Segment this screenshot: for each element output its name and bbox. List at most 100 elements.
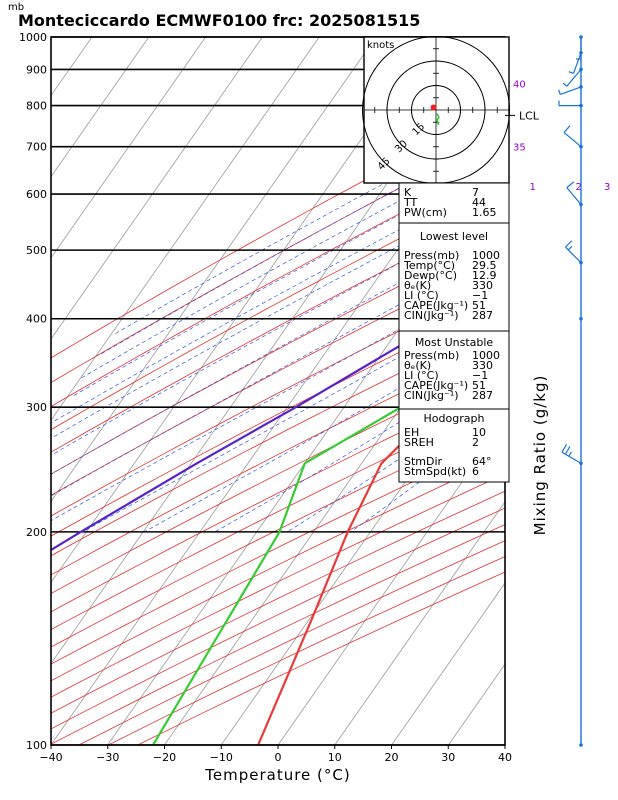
unstable-value: 1000 <box>472 349 500 362</box>
x-tick-label: −40 <box>39 751 62 764</box>
mixing-ratio-label: 40 <box>513 79 526 90</box>
pressure-tick-label: 800 <box>26 100 47 113</box>
wind-barb-half-flag <box>568 451 572 457</box>
pressure-unit-label: mb <box>8 2 24 13</box>
x-tick-label: 40 <box>498 751 512 764</box>
isotherm-line <box>51 37 150 178</box>
wind-barb-half-flag <box>568 71 574 75</box>
storm-motion-marker <box>430 104 437 111</box>
unstable-value: −1 <box>472 369 488 382</box>
moist-adiabat-line <box>51 205 505 456</box>
wind-barb-full-flag <box>566 181 575 189</box>
unstable-label: CIN(Jkg⁻¹) <box>404 389 459 402</box>
pressure-tick-label: 300 <box>26 401 47 414</box>
wind-barb <box>566 69 582 87</box>
wind-barb-full-flag <box>564 446 571 455</box>
moist-adiabat-line <box>113 118 505 335</box>
lowest-value: 29.5 <box>472 259 497 272</box>
wind-barb <box>560 86 582 96</box>
pressure-tick-label: 700 <box>26 141 47 154</box>
hodograph-index-value: 2 <box>472 436 479 449</box>
index-value: 1.65 <box>472 206 497 219</box>
dry-adiabat-line <box>51 362 505 595</box>
most-unstable-header: Most Unstable <box>415 336 494 349</box>
index-box-hodograph <box>398 408 510 483</box>
moist-adiabat-line <box>51 172 505 424</box>
dry-adiabat-line <box>51 299 505 537</box>
isotherm-line <box>51 37 377 502</box>
hodograph-index-value: 10 <box>472 426 486 439</box>
index-label: PW(cm) <box>404 206 447 219</box>
lcl-label: LCL <box>519 109 540 122</box>
hodograph-trace <box>436 113 440 125</box>
wind-barb <box>563 132 582 148</box>
moist-adiabat-line <box>51 188 505 439</box>
pressure-tick-label: 500 <box>26 244 47 257</box>
series-temperature <box>257 347 505 745</box>
wind-barb-half-flag <box>562 82 568 87</box>
pressure-tick-label: 900 <box>26 63 47 76</box>
isotherm-line <box>51 37 207 259</box>
x-tick-label: 20 <box>385 751 399 764</box>
x-tick-label: 10 <box>328 751 342 764</box>
dry-adiabat-line <box>51 321 505 557</box>
x-tick-label: 0 <box>275 751 282 764</box>
dry-adiabat-line <box>51 132 505 384</box>
pressure-tick-label: 400 <box>26 313 47 326</box>
index-label: TT <box>403 196 418 209</box>
storm-index-label: StmSpd(kt) <box>404 465 466 478</box>
unstable-value: 287 <box>472 389 493 402</box>
isotherm-line <box>107 176 505 745</box>
x-axis-label: Temperature (°C) <box>204 766 350 784</box>
series-dew-point <box>152 357 505 745</box>
isotherm-line <box>334 501 505 745</box>
dry-adiabat-line <box>51 341 505 576</box>
unstable-label: CAPE(Jkg⁻¹) <box>404 379 468 392</box>
index-box-lowest <box>398 222 510 332</box>
dry-adiabat-line <box>51 105 505 359</box>
isotherm-line <box>277 420 505 745</box>
unstable-value: 51 <box>472 379 486 392</box>
lowest-label: Press(mb) <box>404 249 459 262</box>
x-tick-label: −10 <box>210 751 233 764</box>
storm-index-value: 6 <box>472 465 479 478</box>
hodograph-units: knots <box>367 40 394 51</box>
unstable-label: θₑ(K) <box>404 359 431 372</box>
lowest-label: Dewp(°C) <box>404 269 457 282</box>
lowest-value: 287 <box>472 309 493 322</box>
isotherm-line <box>51 37 320 421</box>
wind-barb-full-flag <box>561 444 567 453</box>
isotherm-line <box>391 582 505 745</box>
index-label: K <box>404 186 412 199</box>
lowest-level-header: Lowest level <box>420 230 488 243</box>
lowest-label: Temp(°C) <box>403 259 455 272</box>
dry-adiabat-line <box>51 381 505 613</box>
wind-barb <box>561 451 582 464</box>
wind-barb-half-flag <box>558 89 561 95</box>
pressure-tick-label: 200 <box>26 526 47 539</box>
wind-barb <box>566 187 582 205</box>
x-tick-label: −20 <box>153 751 176 764</box>
lowest-value: 1000 <box>472 249 500 262</box>
mixing-ratio-label: 2 <box>576 182 582 193</box>
lowest-value: 330 <box>472 279 493 292</box>
mixing-ratio-label: 3 <box>604 182 610 193</box>
storm-index-label: StmDir <box>404 455 443 468</box>
lowest-value: 51 <box>472 299 486 312</box>
mixing-ratio-label: 35 <box>513 143 526 154</box>
lowest-value: 12.9 <box>472 269 497 282</box>
wind-barb-full-flag <box>565 240 573 248</box>
wind-barb-point <box>579 316 583 321</box>
wind-barb-point <box>579 743 583 747</box>
chart-title: Monteciccardo ECMWF0100 frc: 2025081515 <box>18 11 420 30</box>
pressure-tick-label: 600 <box>26 188 47 201</box>
dry-adiabat-line <box>51 278 505 517</box>
pressure-tick-label: 1000 <box>19 31 47 44</box>
lowest-value: −1 <box>472 289 488 302</box>
wind-barb <box>565 246 582 264</box>
lowest-label: CAPE(Jkg⁻¹) <box>404 299 468 312</box>
wind-barb-half-flag <box>567 245 573 251</box>
x-tick-label: 30 <box>441 751 455 764</box>
dry-adiabat-line <box>51 400 505 631</box>
